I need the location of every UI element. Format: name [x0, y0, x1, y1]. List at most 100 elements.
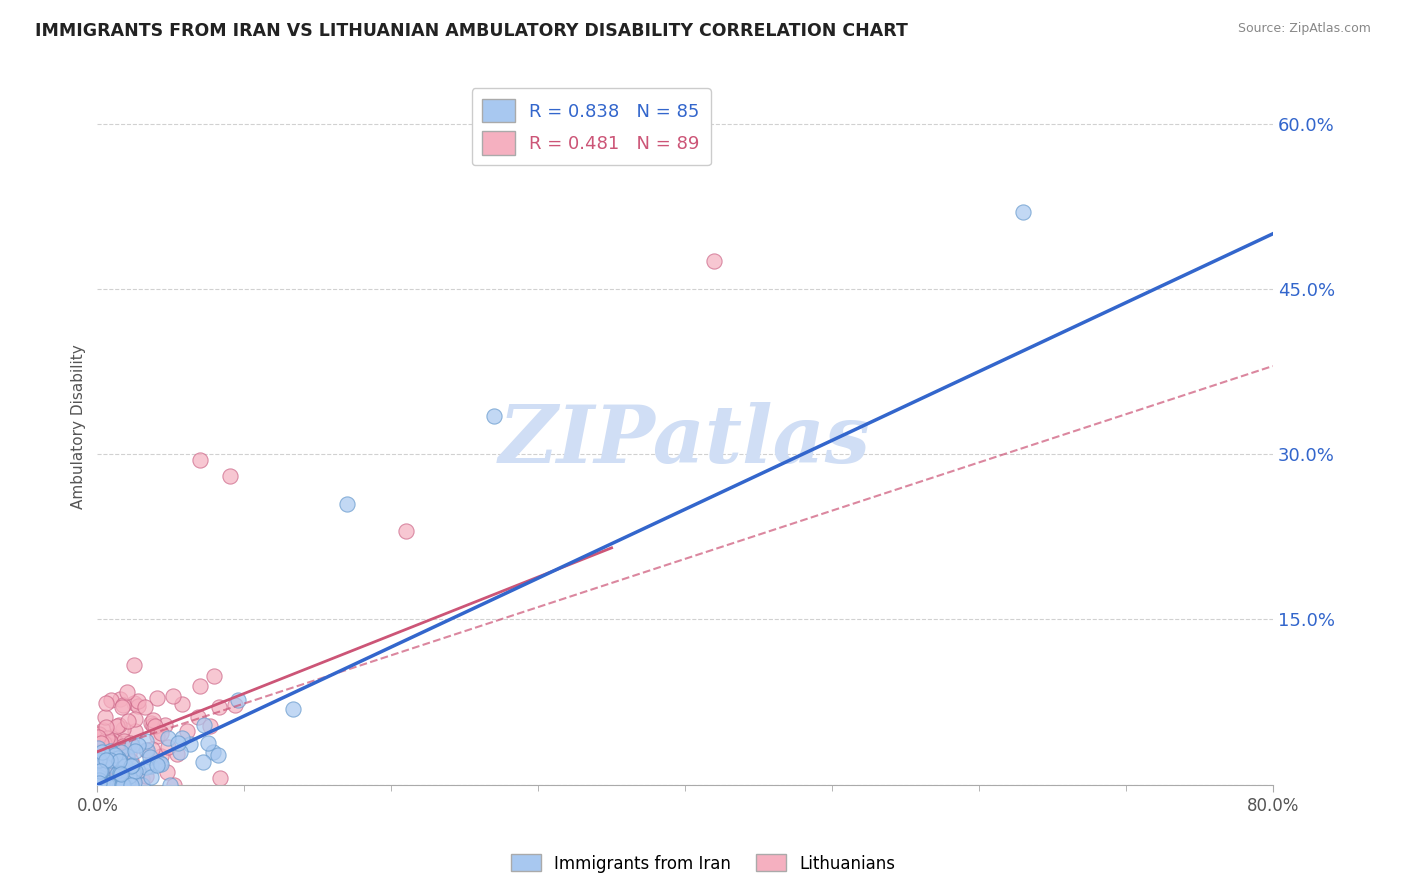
- Point: [93, 756, 115, 770]
- Point: [97, 738, 120, 752]
- Point: [124, 723, 146, 738]
- Point: [108, 768, 131, 782]
- Point: [93, 775, 115, 789]
- Point: [100, 757, 122, 772]
- Point: [110, 778, 132, 792]
- Point: [89, 727, 111, 741]
- Point: [96, 752, 118, 766]
- Point: [93, 772, 115, 786]
- Point: [124, 712, 146, 726]
- Point: [117, 768, 139, 782]
- Point: [111, 778, 134, 792]
- Point: [107, 761, 129, 775]
- Point: [163, 778, 186, 792]
- Point: [336, 497, 359, 511]
- Point: [93, 761, 115, 775]
- Point: [110, 745, 132, 759]
- Point: [131, 772, 153, 787]
- Text: IMMIGRANTS FROM IRAN VS LITHUANIAN AMBULATORY DISABILITY CORRELATION CHART: IMMIGRANTS FROM IRAN VS LITHUANIAN AMBUL…: [35, 22, 908, 40]
- Legend: Immigrants from Iran, Lithuanians: Immigrants from Iran, Lithuanians: [505, 847, 901, 880]
- Point: [162, 689, 184, 703]
- Y-axis label: Ambulatory Disability: Ambulatory Disability: [72, 344, 86, 509]
- Point: [187, 710, 209, 724]
- Point: [110, 756, 132, 771]
- Point: [96, 720, 118, 734]
- Point: [94, 737, 117, 751]
- Point: [146, 690, 169, 705]
- Point: [150, 756, 173, 771]
- Point: [90, 764, 112, 778]
- Point: [179, 737, 201, 751]
- Point: [149, 725, 172, 739]
- Point: [112, 734, 135, 748]
- Point: [170, 698, 193, 712]
- Point: [112, 722, 135, 736]
- Point: [98, 744, 121, 758]
- Point: [201, 745, 224, 759]
- Point: [90, 736, 112, 750]
- Point: [146, 758, 169, 772]
- Point: [153, 718, 176, 732]
- Point: [703, 254, 725, 268]
- Point: [108, 764, 131, 779]
- Point: [87, 730, 110, 744]
- Point: [100, 693, 122, 707]
- Point: [96, 731, 118, 746]
- Point: [115, 748, 138, 763]
- Point: [120, 759, 142, 773]
- Point: [91, 749, 114, 764]
- Point: [117, 714, 139, 728]
- Legend: R = 0.838   N = 85, R = 0.481   N = 89: R = 0.838 N = 85, R = 0.481 N = 89: [471, 88, 710, 165]
- Point: [91, 769, 114, 783]
- Point: [146, 730, 169, 744]
- Point: [148, 756, 170, 771]
- Point: [96, 778, 118, 792]
- Point: [157, 739, 180, 754]
- Point: [97, 778, 120, 792]
- Point: [101, 746, 124, 760]
- Point: [150, 748, 173, 763]
- Point: [90, 778, 112, 792]
- Point: [89, 753, 111, 767]
- Point: [110, 699, 132, 714]
- Point: [131, 778, 153, 792]
- Point: [103, 748, 125, 763]
- Point: [94, 709, 117, 723]
- Point: [141, 741, 163, 756]
- Point: [135, 733, 157, 747]
- Point: [89, 764, 111, 778]
- Point: [122, 696, 145, 710]
- Point: [93, 736, 115, 750]
- Point: [120, 778, 142, 792]
- Point: [120, 755, 142, 769]
- Point: [101, 758, 124, 772]
- Point: [89, 773, 111, 788]
- Point: [110, 767, 132, 781]
- Point: [103, 730, 125, 744]
- Point: [93, 778, 115, 792]
- Point: [91, 756, 114, 771]
- Point: [120, 736, 142, 750]
- Point: [108, 755, 131, 769]
- Point: [90, 764, 112, 779]
- Point: [89, 727, 111, 741]
- Point: [127, 694, 149, 708]
- Point: [108, 766, 131, 780]
- Point: [104, 734, 127, 748]
- Point: [395, 524, 418, 539]
- Point: [142, 718, 165, 732]
- Point: [97, 777, 120, 791]
- Point: [87, 776, 110, 790]
- Point: [90, 745, 112, 759]
- Point: [108, 717, 131, 731]
- Point: [100, 753, 122, 767]
- Point: [118, 746, 141, 760]
- Point: [142, 713, 165, 727]
- Point: [124, 775, 146, 789]
- Point: [193, 756, 215, 770]
- Point: [193, 718, 215, 732]
- Point: [111, 698, 134, 713]
- Point: [108, 754, 131, 768]
- Point: [127, 764, 149, 779]
- Point: [105, 778, 128, 792]
